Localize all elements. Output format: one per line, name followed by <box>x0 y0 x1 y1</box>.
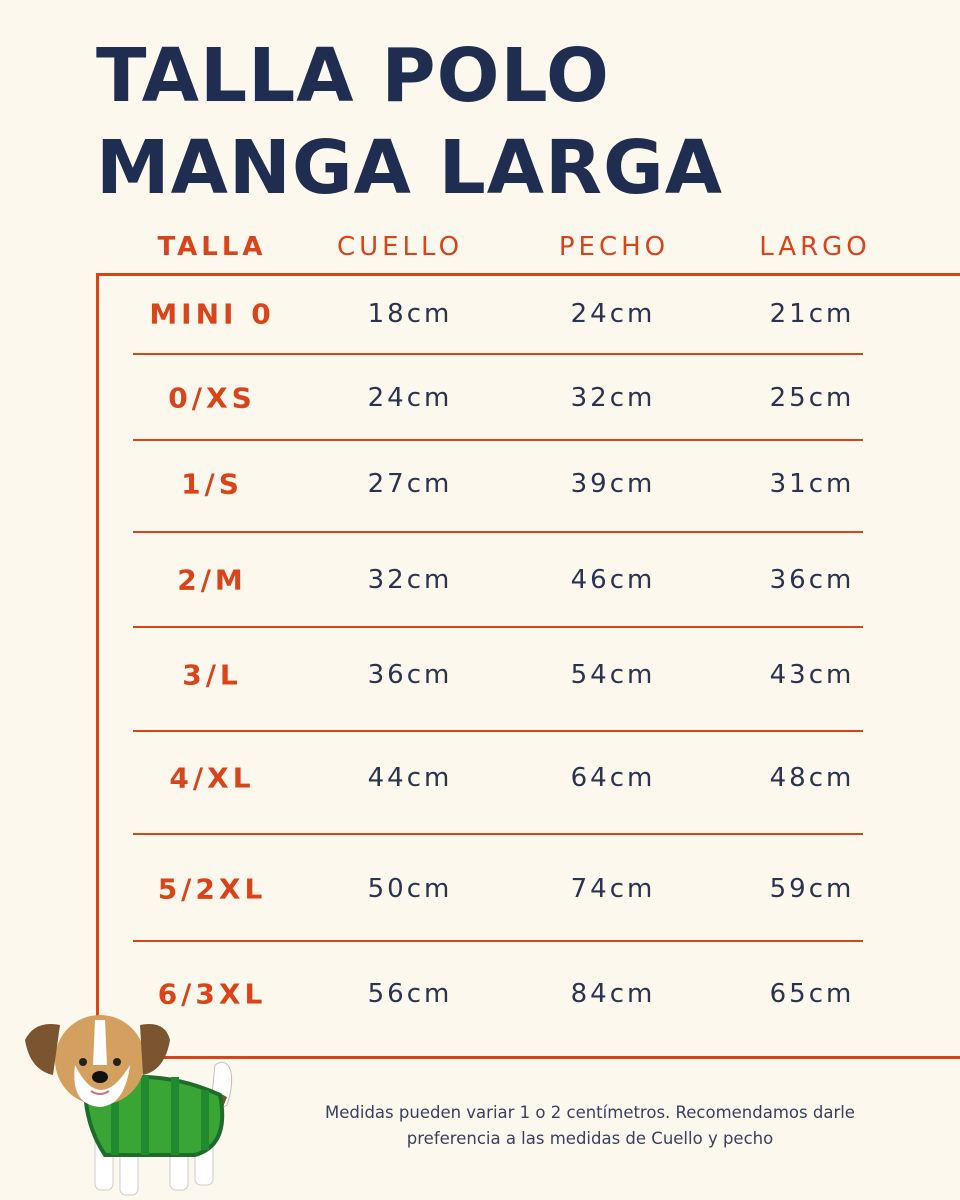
page-title: TALLA POLO MANGA LARGA <box>96 33 724 211</box>
cell-pecho: 54cm <box>570 660 656 690</box>
row-divider <box>133 626 863 628</box>
cell-cuello: 36cm <box>367 660 453 690</box>
cell-talla: 4/XL <box>169 761 255 795</box>
cell-cuello: 27cm <box>367 469 453 499</box>
cell-talla: 2/M <box>177 563 247 597</box>
row-divider <box>133 353 863 355</box>
cell-talla: 3/L <box>182 658 242 692</box>
cell-cuello: 18cm <box>367 299 453 329</box>
cell-largo: 31cm <box>769 469 855 499</box>
measurement-note: Medidas pueden variar 1 o 2 centímetros.… <box>325 1103 855 1148</box>
cell-cuello: 32cm <box>367 565 453 595</box>
cell-largo: 59cm <box>769 874 855 904</box>
cell-cuello: 56cm <box>367 979 453 1009</box>
cell-largo: 21cm <box>769 299 855 329</box>
row-divider <box>133 439 863 441</box>
row-divider <box>133 730 863 732</box>
cell-pecho: 46cm <box>570 565 656 595</box>
cell-pecho: 24cm <box>570 299 656 329</box>
cell-largo: 36cm <box>769 565 855 595</box>
cell-talla: 6/3XL <box>157 977 267 1011</box>
header-pecho: PECHO <box>558 232 670 262</box>
cell-largo: 25cm <box>769 383 855 413</box>
cell-largo: 48cm <box>769 763 855 793</box>
row-divider <box>133 531 863 533</box>
cell-talla: MINI 0 <box>149 297 275 331</box>
header-largo: LARGO <box>759 232 871 262</box>
cell-cuello: 44cm <box>367 763 453 793</box>
cell-cuello: 50cm <box>367 874 453 904</box>
cell-talla: 5/2XL <box>157 872 267 906</box>
cell-pecho: 32cm <box>570 383 656 413</box>
cell-largo: 65cm <box>769 979 855 1009</box>
cell-pecho: 64cm <box>570 763 656 793</box>
cell-pecho: 39cm <box>570 469 656 499</box>
cell-talla: 0/XS <box>168 381 256 415</box>
header-talla: TALLA <box>157 232 267 262</box>
cell-pecho: 74cm <box>570 874 656 904</box>
cell-largo: 43cm <box>769 660 855 690</box>
row-divider <box>133 940 863 942</box>
row-divider <box>133 833 863 835</box>
cell-talla: 1/S <box>181 467 243 501</box>
cell-cuello: 24cm <box>367 383 453 413</box>
size-table-border <box>96 273 960 1059</box>
header-cuello: CUELLO <box>336 232 464 262</box>
cell-pecho: 84cm <box>570 979 656 1009</box>
dog-illustration <box>25 1015 233 1196</box>
